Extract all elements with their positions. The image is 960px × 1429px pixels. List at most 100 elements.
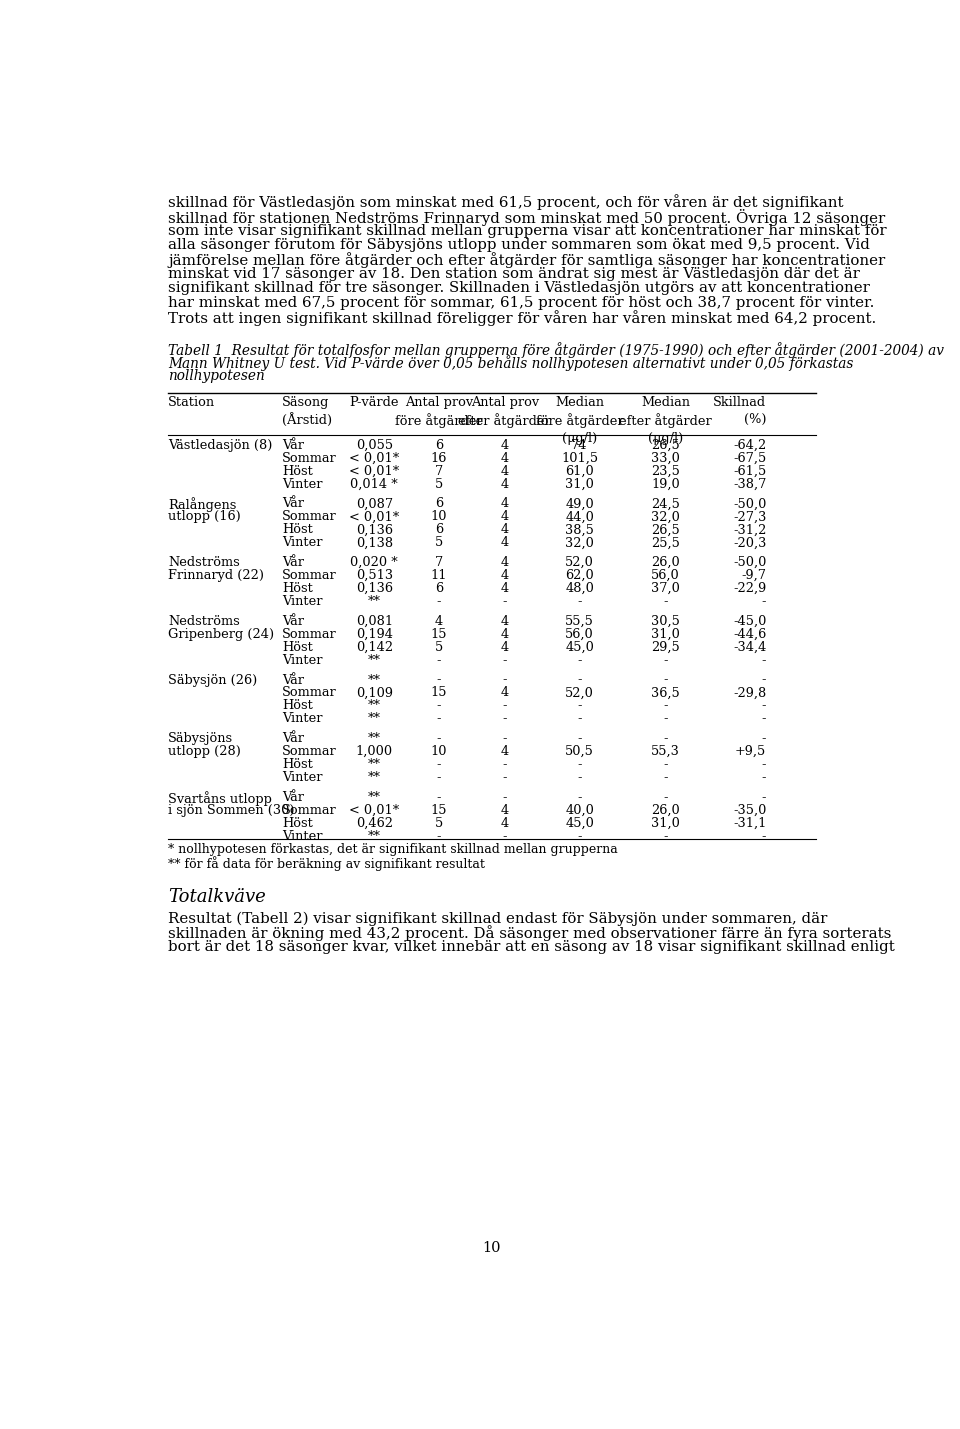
Text: minskat vid 17 säsonger av 18. Den station som ändrat sig mest är Västledasjön d: minskat vid 17 säsonger av 18. Den stati… <box>168 267 860 282</box>
Text: 32,0: 32,0 <box>565 536 594 549</box>
Text: -45,0: -45,0 <box>733 614 766 627</box>
Text: 55,5: 55,5 <box>565 614 594 627</box>
Text: 0,142: 0,142 <box>355 640 393 653</box>
Text: -: - <box>502 757 507 772</box>
Text: Vår: Vår <box>282 439 304 452</box>
Text: utlopp (16): utlopp (16) <box>168 510 241 523</box>
Text: -: - <box>437 757 442 772</box>
Text: 0,081: 0,081 <box>355 614 393 627</box>
Text: 26,0: 26,0 <box>651 803 680 817</box>
Text: Vår: Vår <box>282 673 304 686</box>
Text: 0,194: 0,194 <box>356 627 393 640</box>
Text: -: - <box>577 772 582 785</box>
Text: 4: 4 <box>501 745 509 759</box>
Text: 15: 15 <box>431 803 447 817</box>
Text: 24,5: 24,5 <box>651 497 680 510</box>
Text: -: - <box>762 712 766 726</box>
Text: -: - <box>762 757 766 772</box>
Text: Sommar: Sommar <box>282 686 337 699</box>
Text: Resultat (Tabell 2) visar signifikant skillnad endast för Säbysjön under sommare: Resultat (Tabell 2) visar signifikant sk… <box>168 912 828 926</box>
Text: -: - <box>663 673 668 686</box>
Text: -22,9: -22,9 <box>733 582 766 594</box>
Text: Totalkväve: Totalkväve <box>168 887 266 906</box>
Text: 4: 4 <box>501 536 509 549</box>
Text: 0,462: 0,462 <box>356 817 393 830</box>
Text: P-värde: P-värde <box>349 396 399 409</box>
Text: * nollhypotesen förkastas, det är signifikant skillnad mellan grupperna: * nollhypotesen förkastas, det är signif… <box>168 843 618 856</box>
Text: **: ** <box>368 594 381 607</box>
Text: 31,0: 31,0 <box>651 817 680 830</box>
Text: Vår: Vår <box>282 614 304 627</box>
Text: 36,5: 36,5 <box>651 686 680 699</box>
Text: 40,0: 40,0 <box>565 803 594 817</box>
Text: -64,2: -64,2 <box>733 439 766 452</box>
Text: Sommar: Sommar <box>282 627 337 640</box>
Text: 6: 6 <box>435 523 443 536</box>
Text: 4: 4 <box>501 556 509 569</box>
Text: 0,014 *: 0,014 * <box>350 477 398 490</box>
Text: utlopp (28): utlopp (28) <box>168 745 241 759</box>
Text: 4: 4 <box>501 803 509 817</box>
Text: -: - <box>577 699 582 713</box>
Text: 29,5: 29,5 <box>651 640 680 653</box>
Text: 31,0: 31,0 <box>651 627 680 640</box>
Text: -: - <box>663 732 668 745</box>
Text: 56,0: 56,0 <box>565 627 594 640</box>
Text: 38,5: 38,5 <box>565 523 594 536</box>
Text: -: - <box>577 673 582 686</box>
Text: < 0,01*: < 0,01* <box>349 510 399 523</box>
Text: 37,0: 37,0 <box>651 582 680 594</box>
Text: 15: 15 <box>431 686 447 699</box>
Text: Nedströms: Nedströms <box>168 556 240 569</box>
Text: -: - <box>502 790 507 805</box>
Text: Höst: Höst <box>282 699 313 713</box>
Text: 45,0: 45,0 <box>565 640 594 653</box>
Text: **: ** <box>368 653 381 667</box>
Text: Trots att ingen signifikant skillnad föreligger för våren har våren minskat med : Trots att ingen signifikant skillnad för… <box>168 310 876 326</box>
Text: **: ** <box>368 712 381 726</box>
Text: 5: 5 <box>435 640 443 653</box>
Text: 10: 10 <box>431 745 447 759</box>
Text: Sommar: Sommar <box>282 803 337 817</box>
Text: 48,0: 48,0 <box>565 582 594 594</box>
Text: 4: 4 <box>501 614 509 627</box>
Text: 16: 16 <box>431 452 447 464</box>
Text: Höst: Höst <box>282 640 313 653</box>
Text: 4: 4 <box>501 627 509 640</box>
Text: -61,5: -61,5 <box>733 464 766 477</box>
Text: -: - <box>437 732 442 745</box>
Text: 56,0: 56,0 <box>651 569 680 582</box>
Text: -20,3: -20,3 <box>733 536 766 549</box>
Text: Gripenberg (24): Gripenberg (24) <box>168 627 275 640</box>
Text: 23,5: 23,5 <box>651 464 680 477</box>
Text: Median
före åtgärder
(μg/l): Median före åtgärder (μg/l) <box>536 396 623 444</box>
Text: 25,5: 25,5 <box>651 536 680 549</box>
Text: 5: 5 <box>435 817 443 830</box>
Text: -27,3: -27,3 <box>733 510 766 523</box>
Text: 0,087: 0,087 <box>355 497 393 510</box>
Text: -: - <box>762 790 766 805</box>
Text: Sommar: Sommar <box>282 452 337 464</box>
Text: 6: 6 <box>435 582 443 594</box>
Text: Antal prov
före åtgärder: Antal prov före åtgärder <box>396 396 483 429</box>
Text: Median
efter åtgärder
(μg/l): Median efter åtgärder (μg/l) <box>619 396 712 444</box>
Text: Sommar: Sommar <box>282 569 337 582</box>
Text: -50,0: -50,0 <box>733 497 766 510</box>
Text: i sjön Sommen (30): i sjön Sommen (30) <box>168 803 295 817</box>
Text: -: - <box>437 594 442 607</box>
Text: -9,7: -9,7 <box>741 569 766 582</box>
Text: -: - <box>502 653 507 667</box>
Text: -: - <box>577 594 582 607</box>
Text: -31,1: -31,1 <box>733 817 766 830</box>
Text: Säbysjön (26): Säbysjön (26) <box>168 673 257 686</box>
Text: **: ** <box>368 673 381 686</box>
Text: 26,0: 26,0 <box>651 556 680 569</box>
Text: 4: 4 <box>501 497 509 510</box>
Text: -: - <box>437 712 442 726</box>
Text: **: ** <box>368 757 381 772</box>
Text: 5: 5 <box>435 536 443 549</box>
Text: skillnad för stationen Nedströms Frinnaryd som minskat med 50 procent. Övriga 12: skillnad för stationen Nedströms Frinnar… <box>168 209 885 226</box>
Text: Vinter: Vinter <box>282 830 323 843</box>
Text: som inte visar signifikant skillnad mellan grupperna visar att koncentrationer h: som inte visar signifikant skillnad mell… <box>168 223 887 237</box>
Text: skillnaden är ökning med 43,2 procent. Då säsonger med observationer färre än fy: skillnaden är ökning med 43,2 procent. D… <box>168 926 892 942</box>
